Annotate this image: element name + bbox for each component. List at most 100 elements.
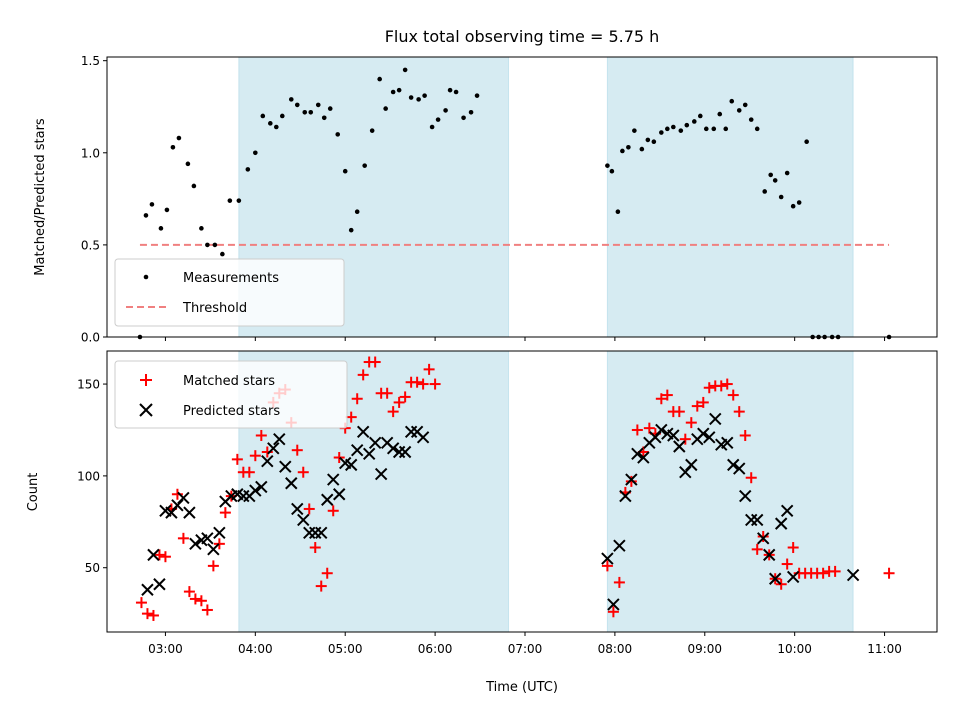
measurement-point (443, 108, 448, 113)
legend-predicted-label: Predicted stars (183, 404, 280, 419)
predicted-star-point (619, 489, 632, 503)
measurement-point (342, 168, 348, 174)
predicted-star-point (398, 445, 412, 459)
matched-star-point (231, 453, 243, 465)
matched-star-point (429, 378, 441, 390)
x-axis-label: Time (UTC) (485, 680, 558, 695)
measurement-point (422, 93, 427, 98)
top-legend: Measurements Threshold (114, 258, 345, 327)
matched-star-point (219, 507, 231, 519)
matched-star-point (727, 389, 739, 401)
measurement-point (383, 106, 388, 111)
measurement-point (369, 128, 375, 133)
bottom-y-axis-label: Count (26, 473, 41, 512)
matched-star-point (327, 505, 339, 517)
matched-star-point (303, 503, 315, 515)
legend-measurements-marker (143, 274, 149, 280)
predicted-star-point (201, 532, 214, 545)
matched-star-point (153, 549, 165, 561)
measurement-point (659, 130, 664, 135)
matched-star-point (733, 406, 745, 418)
x-tick-label: 06:00 (418, 642, 453, 656)
predicted-star-point (780, 504, 794, 517)
chart-title: Flux total observing time = 5.75 h (385, 27, 660, 46)
matched-star-point (417, 378, 429, 390)
matched-star-point (333, 452, 345, 464)
measurement-point (327, 106, 333, 111)
measurement-point (742, 102, 748, 108)
matched-star-point (213, 538, 225, 550)
matched-star-point (781, 558, 793, 570)
matched-star-point (291, 444, 303, 456)
x-tick-label: 07:00 (508, 642, 543, 656)
x-tick-label: 08:00 (598, 642, 633, 656)
measurement-point (212, 242, 218, 248)
measurement-point (651, 139, 657, 145)
predicted-star-point (285, 477, 298, 490)
predicted-star-point (344, 458, 358, 472)
measurement-point (377, 76, 382, 82)
matched-star-point (631, 424, 643, 436)
measurement-point (474, 93, 480, 98)
measurement-point (191, 183, 197, 189)
legend-predicted-marker (139, 403, 153, 417)
matched-star-point (411, 376, 423, 388)
matched-star-point (345, 411, 357, 423)
measurement-point (390, 89, 396, 95)
measurement-point (626, 144, 631, 150)
matched-star-point (655, 393, 667, 405)
matched-star-point (817, 567, 829, 579)
top-y-tick-label: 0.0 (81, 331, 100, 345)
measurement-point (461, 115, 466, 121)
bottom-y-tick-label: 150 (77, 378, 100, 392)
predicted-star-point (356, 425, 370, 439)
matched-star-point (369, 356, 381, 368)
bottom-y-tick-label: 100 (77, 469, 100, 483)
measurement-point (416, 97, 421, 102)
x-tick-label: 10:00 (777, 642, 812, 656)
measurement-point (468, 109, 474, 115)
matched-star-point (183, 586, 195, 598)
measurement-point (447, 87, 453, 93)
measurement-point (736, 108, 742, 113)
measurement-point (253, 150, 258, 156)
predicted-star-point (739, 489, 752, 503)
legend-matched-label: Matched stars (183, 374, 275, 389)
legend-measurements-label: Measurements (183, 271, 279, 286)
measurement-point (671, 124, 676, 130)
measurement-point (717, 111, 723, 117)
top-y-ticks: 0.0 0.5 1.0 1.5 (81, 54, 107, 345)
predicted-star-point (667, 429, 680, 442)
predicted-star-point (673, 440, 686, 453)
measurement-point (227, 198, 233, 203)
predicted-star-point (147, 548, 160, 562)
matched-star-point (883, 567, 895, 579)
measurement-point (294, 102, 300, 108)
matched-star-point (829, 565, 841, 577)
matched-star-point (201, 604, 213, 616)
matched-star-point (679, 433, 691, 445)
measurement-point (429, 124, 435, 130)
predicted-star-point (757, 532, 770, 545)
x-tick-label: 09:00 (687, 642, 722, 656)
predicted-star-point (255, 480, 268, 494)
predicted-star-point (697, 427, 710, 440)
measurement-point (362, 163, 367, 168)
predicted-star-point (416, 431, 430, 444)
bottom-panel: 03:00 04:00 05:00 06:00 07:00 08:00 09:00 10:00… (26, 350, 938, 695)
matched-star-point (787, 542, 799, 554)
matched-star-point (613, 576, 625, 588)
top-axes-frame (106, 56, 938, 338)
bottom-y-ticks: 50 100 150 (77, 378, 107, 575)
x-tick-label: 04:00 (238, 642, 273, 656)
matched-star-point (643, 422, 655, 434)
matched-star-point (721, 378, 733, 390)
predicted-star-point (261, 454, 274, 468)
measurement-point (729, 98, 735, 104)
predicted-star-point (601, 552, 614, 565)
measurement-point (684, 122, 690, 128)
predicted-star-point (846, 568, 860, 582)
predicted-star-point (774, 517, 788, 530)
measurement-point (164, 207, 170, 213)
